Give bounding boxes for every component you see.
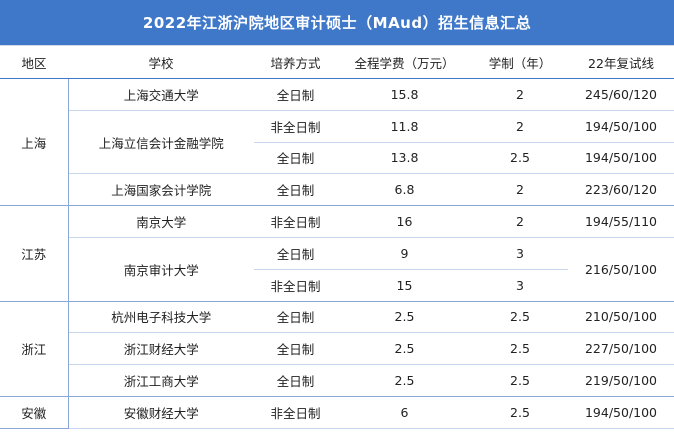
header-school: 学校 xyxy=(68,45,254,79)
region-cell: 江苏 xyxy=(0,205,69,302)
header-years: 学制（年） xyxy=(472,45,568,79)
mode-cell: 全日制 xyxy=(254,78,337,111)
years-cell: 2.5 xyxy=(472,142,568,175)
fee-cell: 2.5 xyxy=(337,332,472,366)
mode-cell: 全日制 xyxy=(254,364,337,397)
school-cell: 南京审计大学 xyxy=(68,237,254,302)
school-cell: 杭州电子科技大学 xyxy=(68,301,254,334)
region-cell: 安徽 xyxy=(0,396,69,429)
years-cell: 2 xyxy=(472,110,568,143)
years-cell: 2 xyxy=(472,173,568,207)
mode-cell: 全日制 xyxy=(254,301,337,334)
mode-cell: 非全日制 xyxy=(254,396,337,429)
school-cell: 浙江财经大学 xyxy=(68,332,254,366)
table-row: 南京审计大学 全日制 9 3 216/50/100 xyxy=(0,237,674,302)
school-cell: 安徽财经大学 xyxy=(68,396,254,429)
score-cell: 194/50/100 xyxy=(568,142,674,175)
years-cell: 2.5 xyxy=(472,332,568,366)
header-mode: 培养方式 xyxy=(254,45,337,79)
score-cell: 210/50/100 xyxy=(568,301,674,334)
region-cell: 浙江 xyxy=(0,301,69,397)
region-cell: 上海 xyxy=(0,78,69,207)
years-cell: 2.5 xyxy=(472,364,568,397)
years-cell: 2 xyxy=(472,205,568,238)
table-row: 上海立信会计金融学院 非全日制 11.8 2 194/50/100 xyxy=(0,110,674,175)
header-fee: 全程学费（万元） xyxy=(337,45,472,79)
years-cell: 3 xyxy=(472,237,568,270)
mode-cell: 全日制 xyxy=(254,332,337,366)
score-cell: 219/50/100 xyxy=(568,364,674,397)
table-row: 非全日制 15 3 xyxy=(0,269,674,302)
score-cell: 245/60/120 xyxy=(568,78,674,111)
score-cell: 223/60/120 xyxy=(568,173,674,207)
mode-cell: 非全日制 xyxy=(254,110,337,143)
score-cell: 194/55/110 xyxy=(568,205,674,238)
school-cell: 南京大学 xyxy=(68,205,254,238)
fee-cell: 9 xyxy=(337,237,472,270)
school-cell: 上海立信会计金融学院 xyxy=(68,110,254,175)
admissions-table: 地区 学校 培养方式 全程学费（万元） 学制（年） 22年复试线 上海 上海交通… xyxy=(0,45,674,429)
school-cell: 上海交通大学 xyxy=(68,78,254,111)
fee-cell: 2.5 xyxy=(337,301,472,334)
mode-cell: 全日制 xyxy=(254,142,337,175)
fee-cell: 6 xyxy=(337,396,472,429)
score-cell: 227/50/100 xyxy=(568,332,674,366)
table-row: 浙江工商大学 全日制 2.5 2.5 219/50/100 xyxy=(0,364,674,397)
header-score: 22年复试线 xyxy=(568,45,674,79)
table-row: 上海国家会计学院 全日制 6.8 2 223/60/120 xyxy=(0,173,674,207)
table-row: 浙江财经大学 全日制 2.5 2.5 227/50/100 xyxy=(0,332,674,366)
score-cell: 194/50/100 xyxy=(568,110,674,143)
mode-cell: 非全日制 xyxy=(254,205,337,238)
years-cell: 3 xyxy=(472,269,568,302)
header-region: 地区 xyxy=(0,45,68,79)
table-title: 2022年江浙沪院地区审计硕士（MAud）招生信息汇总 xyxy=(0,0,674,45)
score-cell: 194/50/100 xyxy=(568,396,674,429)
mode-cell: 全日制 xyxy=(254,173,337,207)
fee-cell: 15.8 xyxy=(337,78,472,111)
fee-cell: 6.8 xyxy=(337,173,472,207)
table-row: 安徽 安徽财经大学 非全日制 6 2.5 194/50/100 xyxy=(0,396,674,429)
table-row: 浙江 杭州电子科技大学 全日制 2.5 2.5 210/50/100 xyxy=(0,301,674,397)
fee-cell: 11.8 xyxy=(337,110,472,143)
school-cell: 浙江工商大学 xyxy=(68,364,254,397)
table-row: 江苏 南京大学 非全日制 16 2 194/55/110 xyxy=(0,205,674,302)
table-row: 全日制 13.8 2.5 194/50/100 xyxy=(0,142,674,175)
fee-cell: 15 xyxy=(337,269,472,302)
years-cell: 2 xyxy=(472,78,568,111)
fee-cell: 16 xyxy=(337,205,472,238)
years-cell: 2.5 xyxy=(472,301,568,334)
fee-cell: 2.5 xyxy=(337,364,472,397)
mode-cell: 非全日制 xyxy=(254,269,337,302)
table-row: 上海 上海交通大学 全日制 15.8 2 245/60/120 xyxy=(0,78,674,207)
years-cell: 2.5 xyxy=(472,396,568,429)
school-cell: 上海国家会计学院 xyxy=(68,173,254,207)
mode-cell: 全日制 xyxy=(254,237,337,270)
fee-cell: 13.8 xyxy=(337,142,472,175)
header-row: 地区 学校 培养方式 全程学费（万元） 学制（年） 22年复试线 xyxy=(0,45,674,79)
score-cell: 216/50/100 xyxy=(568,237,674,302)
